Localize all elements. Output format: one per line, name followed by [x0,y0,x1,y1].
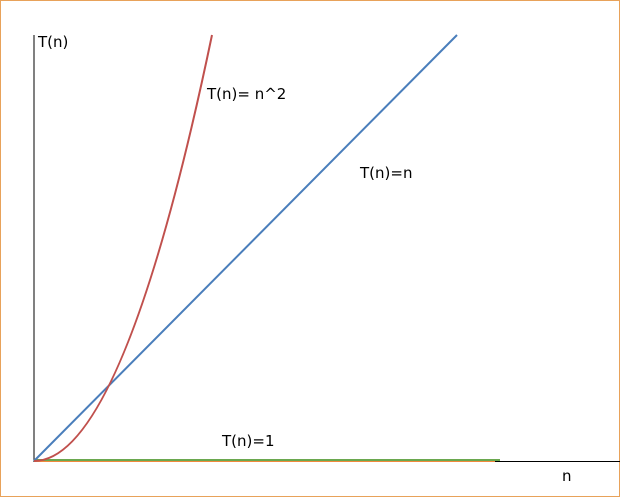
quadratic-curve [33,34,213,462]
y-axis-label: T(n) [37,33,68,51]
linear-line [33,34,458,462]
x-axis-label: n [562,467,572,485]
curve-label: T(n)=1 [221,432,275,450]
curve-label: T(n)=n [359,164,412,182]
curve-label: T(n)= n^2 [206,85,286,103]
